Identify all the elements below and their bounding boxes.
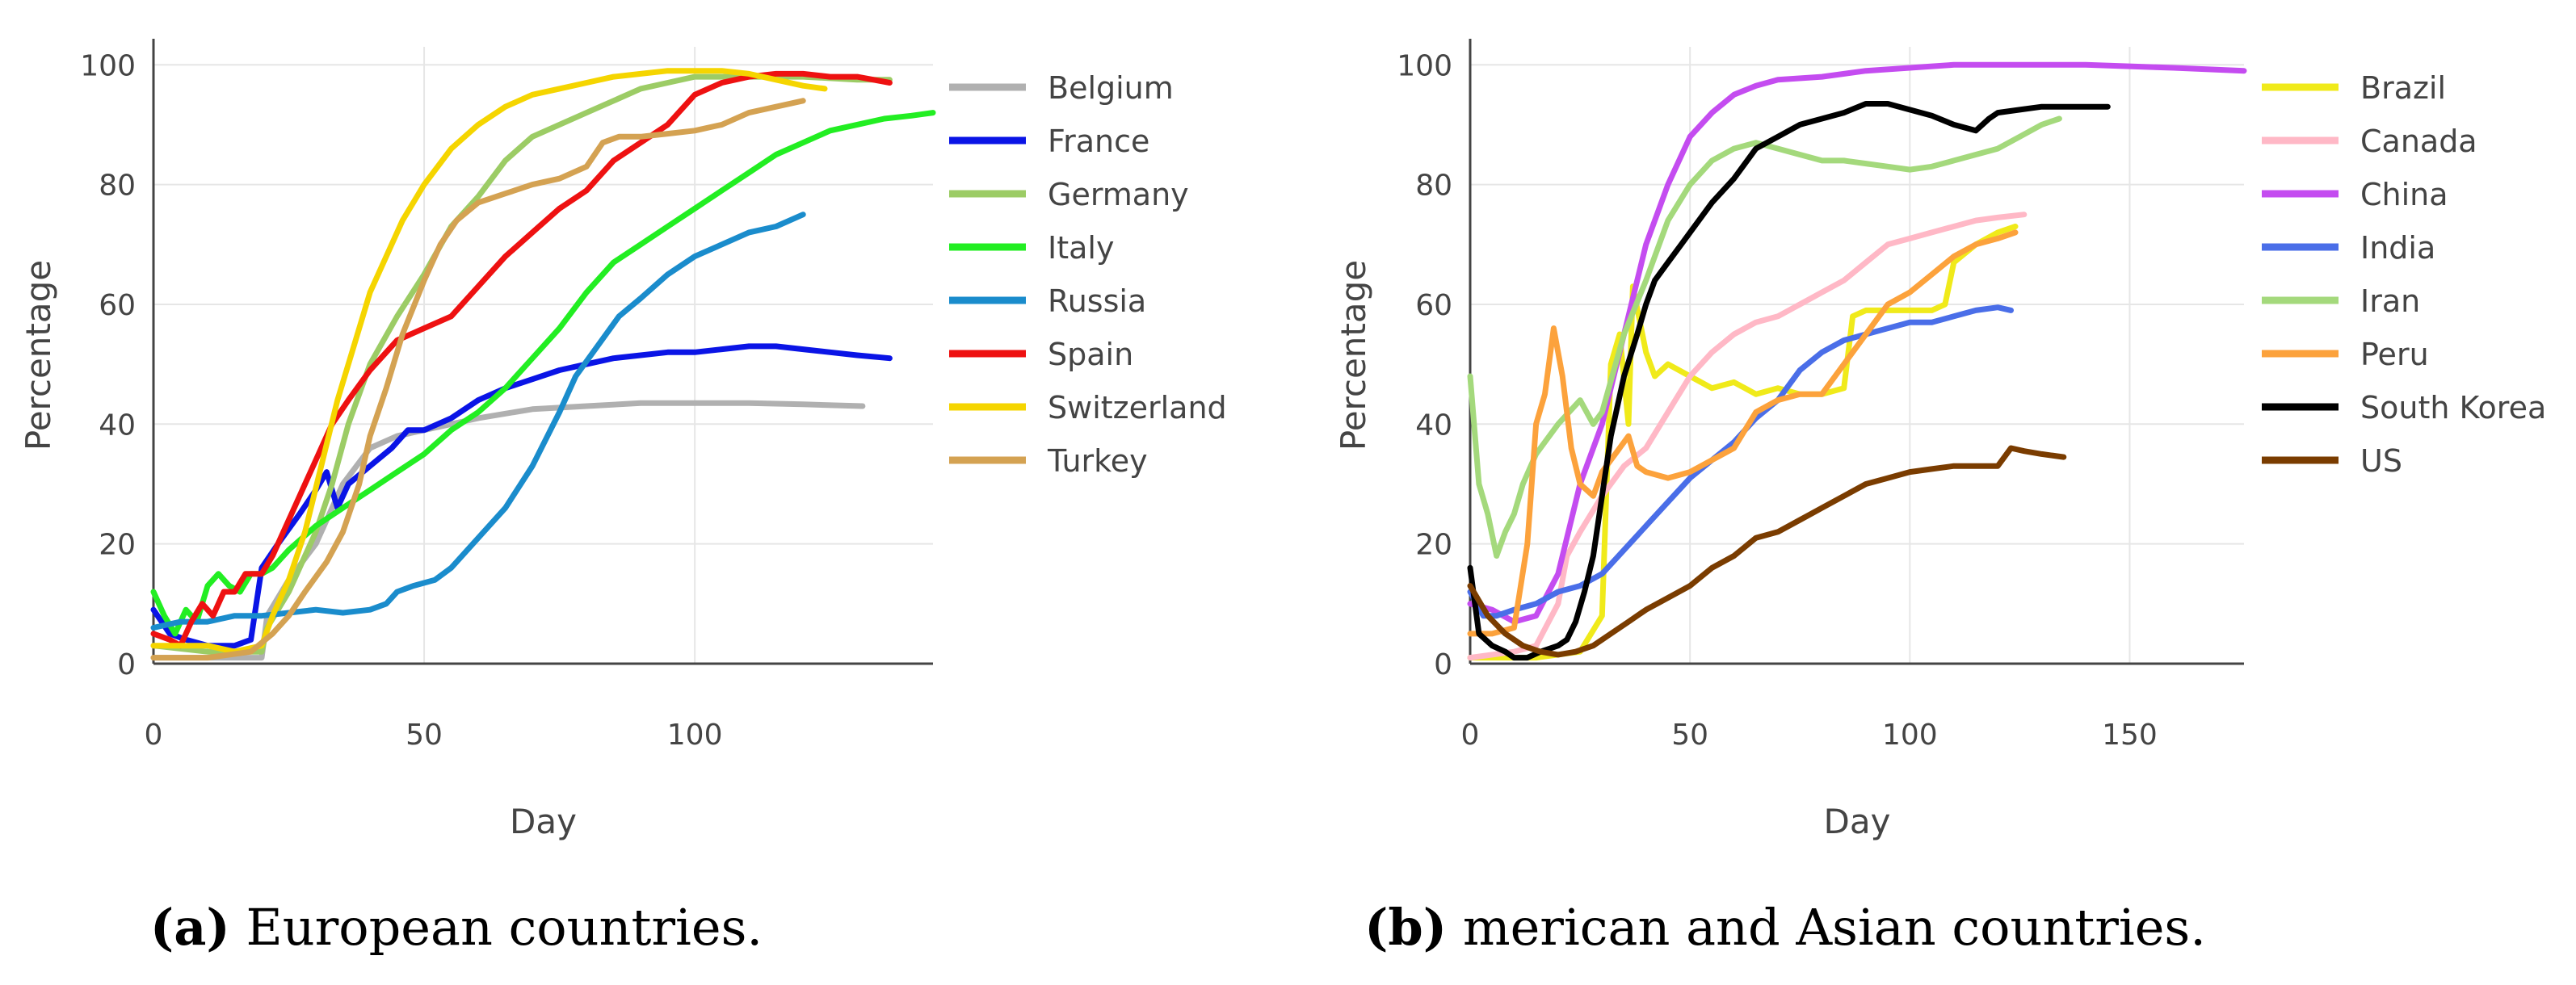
legend-label-us: US xyxy=(2360,443,2402,479)
x-tick-label: 0 xyxy=(1461,719,1480,752)
legend-label-china: China xyxy=(2360,177,2448,212)
x-tick-label: 50 xyxy=(1671,719,1708,752)
y-tick-label: 80 xyxy=(99,170,136,203)
caption-b-text: merican and Asian countries. xyxy=(1447,898,2206,957)
legend-label-canada: Canada xyxy=(2360,124,2477,159)
series-line-india xyxy=(1467,304,2014,619)
series-line-france xyxy=(150,343,893,649)
caption-b: (b) merican and Asian countries. xyxy=(1364,898,2206,957)
series-line-canada xyxy=(1467,212,2028,661)
series-line-us xyxy=(1467,445,2067,658)
series-line-belgium xyxy=(150,400,866,661)
legend-label-india: India xyxy=(2360,230,2435,266)
legend-label-iran: Iran xyxy=(2360,283,2420,319)
caption-a-label: (a) xyxy=(150,898,230,957)
series-line-china xyxy=(1467,61,2247,625)
series-line-brazil xyxy=(1467,224,2019,661)
series-line-south-korea xyxy=(1467,101,2111,661)
x-axis-title: Day xyxy=(1824,802,1891,841)
caption-a: (a) European countries. xyxy=(150,898,763,957)
x-tick-label: 100 xyxy=(1882,719,1938,752)
legend-label-spain: Spain xyxy=(1048,337,1133,372)
legend-label-peru: Peru xyxy=(2360,337,2429,372)
y-axis-title: Percentage xyxy=(1334,260,1373,451)
x-tick-label: 0 xyxy=(145,719,163,752)
y-tick-label: 60 xyxy=(1415,289,1452,322)
x-tick-label: 150 xyxy=(2102,719,2158,752)
series-line-iran xyxy=(1467,115,2062,559)
series-line-spain xyxy=(150,70,893,649)
legend-label-belgium: Belgium xyxy=(1048,70,1174,106)
legend-label-italy: Italy xyxy=(1048,230,1114,266)
y-tick-label: 0 xyxy=(117,648,136,681)
series-line-italy xyxy=(150,110,936,637)
chart-a-european-countries: 0 20 40 60 80 100 0 50 100 Percentage Day Belgium Fr… xyxy=(19,39,1227,841)
legend-label-turkey: Turkey xyxy=(1047,443,1148,479)
x-axis-title: Day xyxy=(510,802,577,841)
x-tick-label: 50 xyxy=(406,719,443,752)
chart-b-american-asian-countries: 0 20 40 60 80 100 0 50 100 150 Percentage Day Brazil… xyxy=(1334,39,2546,841)
legend-label-brazil: Brazil xyxy=(2360,70,2446,106)
y-tick-label: 60 xyxy=(99,289,136,322)
legend-label-russia: Russia xyxy=(1048,283,1146,319)
y-tick-label: 100 xyxy=(80,49,136,82)
y-tick-label: 100 xyxy=(1397,49,1452,82)
legend-label-france: France xyxy=(1048,124,1149,159)
legend-label-switzerland: Switzerland xyxy=(1048,390,1227,425)
series-line-switzerland xyxy=(150,68,828,655)
y-tick-label: 20 xyxy=(99,529,136,562)
caption-a-text: European countries. xyxy=(230,898,763,957)
x-tick-label: 100 xyxy=(667,719,723,752)
y-tick-label: 0 xyxy=(1434,648,1452,681)
legend-label-germany: Germany xyxy=(1048,177,1189,212)
y-tick-label: 40 xyxy=(99,409,136,442)
series-line-turkey xyxy=(150,98,806,661)
series-line-germany xyxy=(150,73,893,655)
legend-label-south-korea: South Korea xyxy=(2360,390,2546,425)
y-tick-label: 40 xyxy=(1415,409,1452,442)
series-line-peru xyxy=(1467,229,2019,637)
y-tick-label: 80 xyxy=(1415,170,1452,203)
series-line-russia xyxy=(150,212,806,631)
caption-b-label: (b) xyxy=(1364,898,1447,957)
y-axis-title: Percentage xyxy=(19,260,58,451)
y-tick-label: 20 xyxy=(1415,529,1452,562)
